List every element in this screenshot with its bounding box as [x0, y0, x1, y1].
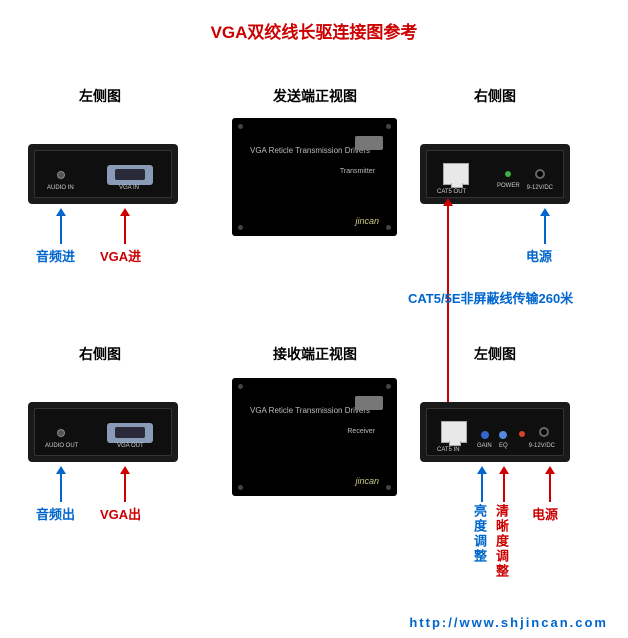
gain-label: GAIN	[477, 443, 492, 449]
annot-cat5: CAT5/5E非屏蔽线传输260米	[408, 288, 573, 307]
arrow-vga-in	[120, 208, 130, 244]
tx-power-led-icon	[505, 171, 511, 177]
footer-url: http://www.shjincan.com	[409, 615, 608, 630]
vga-in-port-icon	[107, 165, 153, 185]
rx-power-led-icon	[519, 431, 525, 437]
label-row2-left: 右侧图	[60, 344, 140, 364]
arrow-power2	[545, 466, 555, 502]
audio-out-jack-icon	[57, 429, 65, 437]
annot-sharpness: 清晰度调整	[492, 504, 511, 579]
rx-front-vga-icon	[355, 396, 383, 410]
label-row2-right: 左侧图	[455, 344, 535, 364]
eq-label: EQ	[499, 443, 508, 449]
arrow-sharpness	[499, 466, 509, 502]
rx-dc-jack-icon	[539, 427, 549, 437]
rx-cat5-label: CAT5 IN	[437, 447, 460, 453]
arrow-power1	[540, 208, 550, 244]
annot-power1: 电源	[526, 246, 552, 265]
vga-in-port-label: VGA IN	[119, 185, 139, 191]
rx-front-text1: VGA Reticle Transmission Drivers	[250, 406, 370, 415]
tx-left-side: AUDIO IN VGA IN	[28, 144, 178, 204]
tx-front-text1: VGA Reticle Transmission Drivers	[250, 146, 370, 155]
arrow-audio-in	[56, 208, 66, 244]
rx-brand: jincan	[355, 476, 379, 486]
annot-brightness: 亮度调整	[470, 504, 489, 564]
arrow-brightness	[477, 466, 487, 502]
arrow-audio-out	[56, 466, 66, 502]
label-row1-right: 右侧图	[455, 86, 535, 106]
vga-out-port-label: VGA OUT	[117, 443, 144, 449]
audio-in-port-label: AUDIO IN	[47, 185, 74, 191]
annot-power2: 电源	[532, 504, 558, 523]
page-title: VGA双绞线长驱连接图参考	[0, 18, 628, 43]
tx-front-vga-icon	[355, 136, 383, 150]
tx-power-label: POWER	[497, 183, 520, 189]
tx-cat5-label: CAT5 OUT	[437, 189, 466, 195]
title-text: VGA双绞线长驱连接图参考	[211, 23, 418, 42]
rx-left-panel: CAT5 IN GAIN EQ 9-12V/DC	[426, 408, 564, 456]
tx-brand: jincan	[355, 216, 379, 226]
tx-dc-label: 9-12V/DC	[527, 185, 553, 191]
tx-right-side: CAT5 OUT POWER 9-12V/DC	[420, 144, 570, 204]
rx-front-text2: Receiver	[347, 428, 375, 435]
annot-vga-out: VGA出	[100, 504, 141, 523]
rx-front: VGA Reticle Transmission Drivers Receive…	[232, 378, 397, 496]
annot-audio-out: 音频出	[36, 504, 75, 523]
arrow-vga-out	[120, 466, 130, 502]
tx-front-text2: Transmitter	[340, 168, 375, 175]
audio-in-jack-icon	[57, 171, 65, 179]
rx-cat5-port-icon	[441, 421, 467, 443]
tx-dc-jack-icon	[535, 169, 545, 179]
rx-right-side: AUDIO OUT VGA OUT	[28, 402, 178, 462]
label-row1-mid: 发送端正视图	[245, 86, 385, 106]
audio-out-port-label: AUDIO OUT	[45, 443, 78, 449]
tx-right-panel: CAT5 OUT POWER 9-12V/DC	[426, 150, 564, 198]
annot-vga-in: VGA进	[100, 246, 141, 265]
annot-audio-in: 音频进	[36, 246, 75, 265]
eq-knob-icon	[499, 431, 507, 439]
tx-cat5-port-icon	[443, 163, 469, 185]
label-row2-mid: 接收端正视图	[245, 344, 385, 364]
rx-left-side: CAT5 IN GAIN EQ 9-12V/DC	[420, 402, 570, 462]
rx-dc-label: 9-12V/DC	[529, 443, 555, 449]
tx-left-panel: AUDIO IN VGA IN	[34, 150, 172, 198]
gain-knob-icon	[481, 431, 489, 439]
label-row1-left: 左侧图	[60, 86, 140, 106]
rx-right-panel: AUDIO OUT VGA OUT	[34, 408, 172, 456]
tx-front: VGA Reticle Transmission Drivers Transmi…	[232, 118, 397, 236]
vga-out-port-icon	[107, 423, 153, 443]
